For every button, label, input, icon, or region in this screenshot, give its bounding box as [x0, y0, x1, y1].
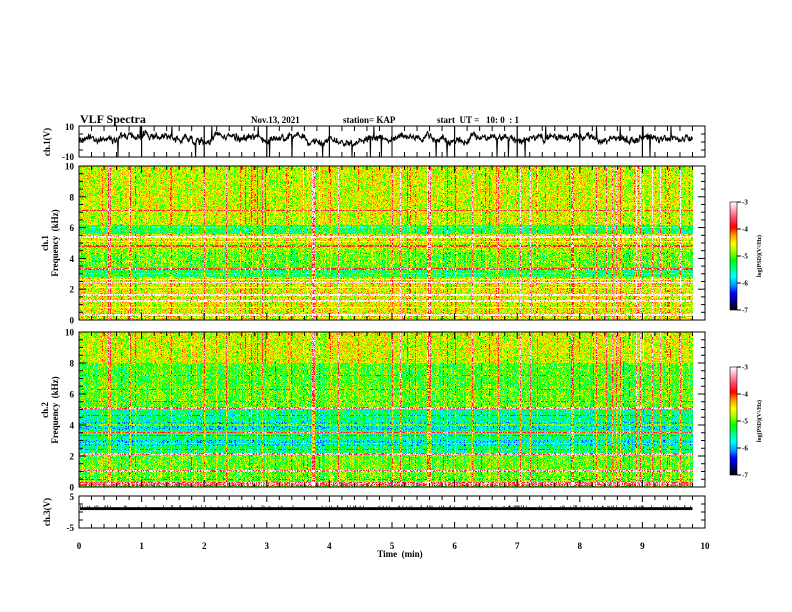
ch1-ytick-top: 10 [65, 122, 75, 132]
time-tick-label: 0 [77, 541, 82, 551]
ch2-colorbar: -3 -4 -5 -6 -7 log(PSD)(V²/Hz) [729, 364, 763, 480]
ch3-ytick-bottom: -5 [67, 523, 75, 533]
ch1-spectrogram-frame [78, 165, 706, 321]
ch2-spectrogram-image [79, 332, 693, 487]
colorbar-tick-label: -7 [742, 307, 748, 315]
ch1-waveform-panel: 10 -10 ch.1(V) [42, 122, 706, 162]
ch1-waveform-ylabel: ch.1(V) [42, 128, 52, 156]
ch2-spectrogram-ylabel-channel: ch.2 [40, 402, 50, 418]
colorbar-tick-label: -4 [742, 226, 748, 234]
ch2-spectrogram-ticks [78, 331, 706, 488]
ch1-spectrogram-ylabel: Frequency (kHz) [50, 209, 60, 276]
ch1-colorbar-label: log(PSD)(V²/Hz) [756, 235, 763, 277]
ch2-spectrogram-frame [78, 331, 706, 488]
colorbar-tick-label: -3 [742, 364, 748, 372]
colorbar-tick-label: -4 [742, 391, 748, 399]
colorbar-tick-label: -5 [742, 253, 748, 261]
ch3-waveform-spikes [80, 504, 691, 508]
frequency-tick-label: 0 [70, 483, 75, 493]
time-axis-ticklabels: 0 1 2 3 4 5 6 7 8 9 10 [77, 541, 710, 551]
figure-title: VLF Spectra [80, 112, 146, 126]
ch1-spectrogram-image [79, 166, 693, 320]
ch2-spectrogram-ylabel: Frequency (kHz) [50, 376, 60, 443]
frequency-tick-label: 8 [70, 359, 75, 369]
colorbar-tick-label: -3 [742, 199, 748, 207]
frequency-tick-label: 8 [70, 192, 75, 202]
ch1-ytick-bottom: -10 [62, 152, 74, 162]
ch2-colorbar-image [730, 367, 737, 475]
ch3-waveform-panel: 5 -5 ch.3(V) [42, 492, 706, 533]
time-axis-label: Time (min) [377, 549, 422, 559]
ch1-spectrogram-ylabel-channel: ch.1 [40, 235, 50, 251]
time-tick-label: 10 [701, 541, 711, 551]
ch1-colorbar-ticks: -3 -4 -5 -6 -7 [737, 199, 748, 315]
ch3-waveform-band [80, 507, 693, 511]
colorbar-tick-label: -6 [742, 280, 748, 288]
ch3-ytick-top: 5 [70, 492, 75, 502]
colorbar-tick-label: -7 [742, 472, 748, 480]
frequency-tick-label: 6 [70, 223, 75, 233]
colorbar-tick-label: -6 [742, 445, 748, 453]
frequency-tick-label: 10 [65, 162, 75, 172]
ch2-colorbar-ticks: -3 -4 -5 -6 -7 [737, 364, 748, 480]
ch2-spectrogram-yticklabels: 0 2 4 6 8 10 [65, 328, 75, 493]
frequency-tick-label: 10 [65, 328, 75, 338]
colorbar-tick-label: -5 [742, 418, 748, 426]
ch2-colorbar-frame [729, 366, 738, 476]
frequency-tick-label: 4 [70, 421, 75, 431]
frequency-tick-label: 2 [70, 285, 75, 295]
frequency-tick-label: 0 [70, 316, 75, 326]
time-tick-label: 2 [202, 541, 207, 551]
time-tick-label: 5 [390, 541, 395, 551]
time-tick-label: 4 [327, 541, 332, 551]
time-tick-label: 3 [265, 541, 270, 551]
ch1-colorbar-frame [729, 201, 738, 311]
time-tick-label: 8 [578, 541, 583, 551]
ch1-waveform-xticks [78, 125, 706, 158]
ch2-spectrogram-panel: 0 2 4 6 8 10 ch.2 Frequency (kHz) [40, 328, 706, 493]
time-tick-label: 9 [640, 541, 645, 551]
ch1-colorbar-image [730, 202, 737, 310]
ch3-waveform-ylabel: ch.3(V) [42, 498, 52, 526]
ch1-spectrogram-panel: 0 2 4 6 8 10 ch.1 Frequency (kHz) [40, 162, 706, 326]
ch1-waveform-line [78, 125, 693, 158]
date-label: Nov.13, 2021 [251, 115, 300, 125]
ch3-waveform-xticks [78, 495, 706, 529]
time-tick-label: 1 [139, 541, 144, 551]
ch2-colorbar-label: log(PSD)(V²/Hz) [756, 400, 763, 442]
time-tick-label: 6 [452, 541, 457, 551]
ch1-spectrogram-yticklabels: 0 2 4 6 8 10 [65, 162, 75, 326]
frequency-tick-label: 6 [70, 390, 75, 400]
station-label: station= KAP [343, 115, 396, 125]
ch1-spectrogram-ticks [78, 165, 706, 321]
frequency-tick-label: 4 [70, 254, 75, 264]
time-tick-label: 7 [515, 541, 520, 551]
frequency-tick-label: 2 [70, 452, 75, 462]
start-time-label: start UT = 10: 0 : 1 [437, 115, 519, 125]
ch1-colorbar: -3 -4 -5 -6 -7 log(PSD)(V²/Hz) [729, 199, 763, 315]
